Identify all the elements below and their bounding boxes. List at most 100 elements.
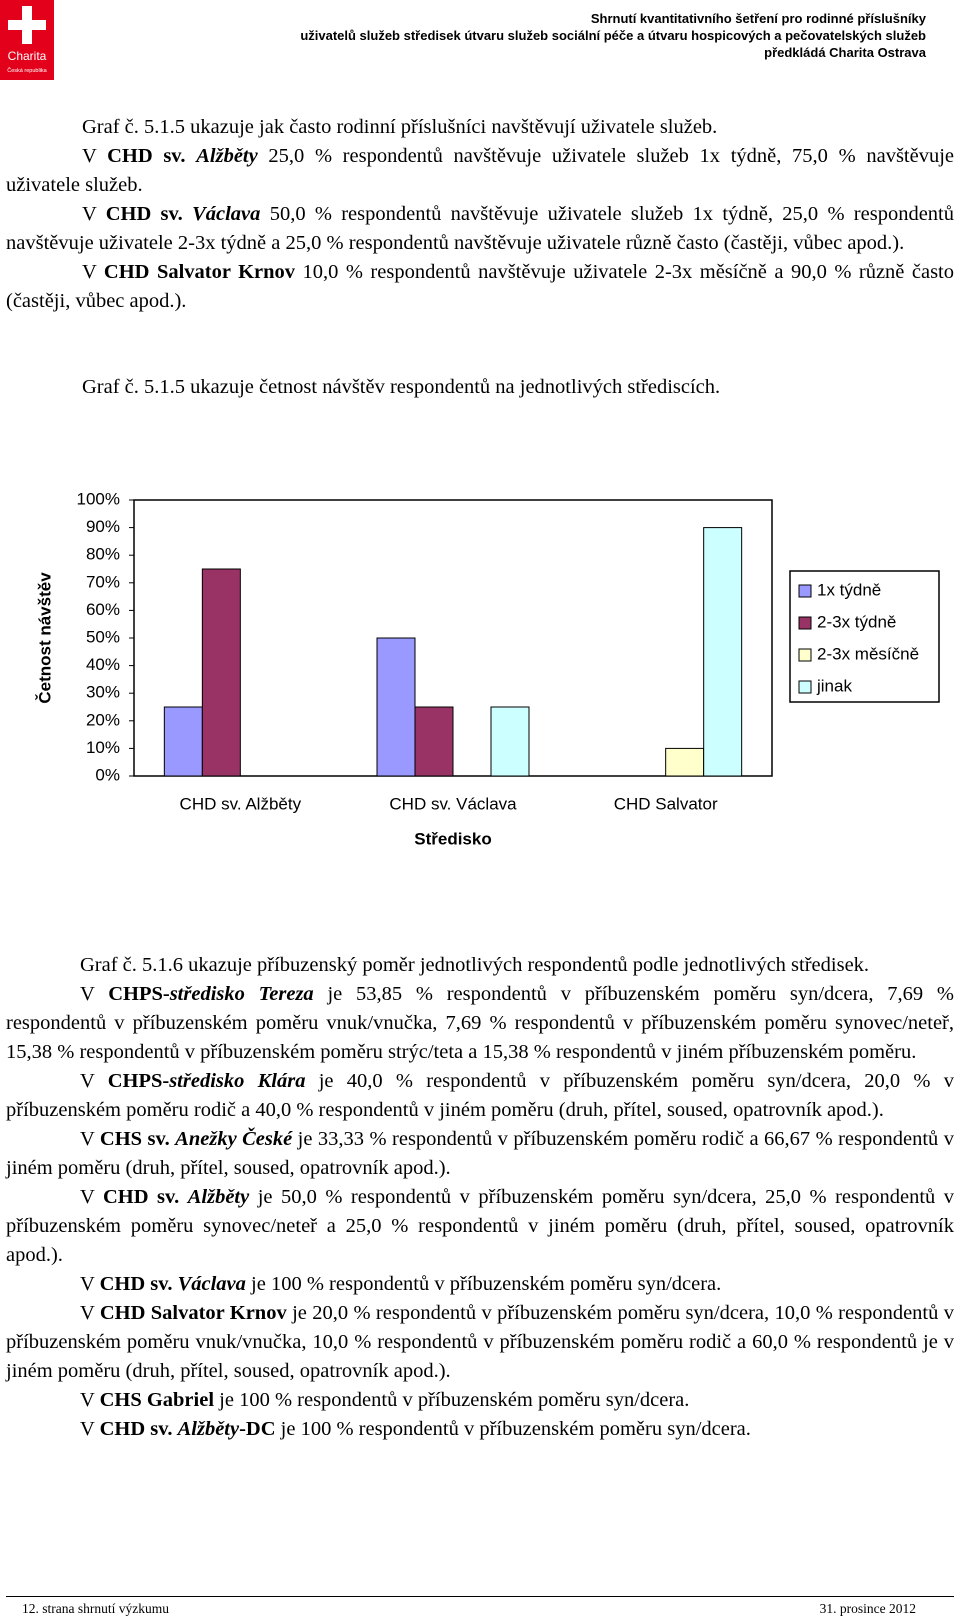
header: Shrnutí kvantitativního šetření pro rodi… — [300, 10, 926, 61]
text-run: 50,0 % respondentů navštěvuje uživatele … — [6, 203, 954, 254]
bold-run: CHD sv. — [102, 1186, 180, 1208]
text-run: 25,0 % respondentů navštěvuje uživatele … — [6, 145, 955, 196]
y-axis-title: Četnost návštěv — [35, 572, 54, 704]
text-run: je 33,33 % respondentů v příbuzenském po… — [6, 1128, 955, 1179]
legend-label: 2-3x měsíčně — [817, 644, 919, 663]
chart-caption: Graf č. 5.1.5 ukazuje četnost návštěv re… — [82, 376, 721, 398]
bold-run: CHD sv. — [99, 1273, 173, 1295]
logo: Charita Česká republika — [0, 0, 54, 80]
footer-left: 12. strana shrnutí výzkumu — [22, 1601, 169, 1616]
paragraph: V CHD sv. Václava je 100 % respondentů v… — [6, 1270, 954, 1299]
bar — [376, 637, 416, 777]
bar — [201, 568, 241, 777]
logo-title: Charita — [8, 49, 47, 63]
text-run: je 40,0 % respondentů v příbuzenském pom… — [6, 1070, 954, 1121]
section: Graf č. 5.1.5 ukazuje jak často rodinní … — [6, 113, 954, 316]
y-tick-label: 10% — [86, 738, 120, 757]
bold-italic-run: Václava — [192, 203, 261, 225]
legend-box — [789, 570, 940, 703]
text-run: V — [80, 1128, 100, 1150]
header-line: předkládá Charita Ostrava — [764, 45, 926, 60]
text-run — [179, 1186, 188, 1208]
bold-run: CHD sv. — [105, 203, 183, 225]
legend-label: 1x týdně — [817, 580, 881, 599]
paragraph: V CHD Salvator Krnov 10,0 % respondentů … — [6, 258, 954, 316]
x-tick-label: CHD sv. Alžběty — [180, 794, 302, 813]
paragraph: Graf č. 5.1.6 ukazuje příbuzenský poměr … — [6, 951, 954, 980]
text-run: je 100 % respondentů v příbuzenském pomě… — [275, 1418, 751, 1440]
bold-italic-run: Alžběty — [196, 145, 258, 167]
footer-rule — [6, 1596, 954, 1597]
paragraph: V CHD sv. Václava 50,0 % respondentů nav… — [6, 200, 954, 258]
bold-italic-run: Alžběty — [177, 1418, 240, 1440]
y-tick-label: 80% — [86, 545, 120, 564]
y-tick-label: 100% — [77, 489, 120, 508]
bold-italic-run: Anežky České — [175, 1128, 293, 1150]
paragraph: V CHD sv. Alžběty je 50,0 % respondentů … — [6, 1183, 954, 1270]
header-line: Shrnutí kvantitativního šetření pro rodi… — [590, 11, 926, 26]
bar — [665, 747, 705, 777]
legend-label: jinak — [816, 676, 852, 695]
y-tick-label: 90% — [86, 517, 120, 536]
bar — [703, 527, 743, 777]
y-tick-label: 30% — [86, 683, 120, 702]
text-run — [183, 203, 192, 225]
paragraph: Graf č. 5.1.5 ukazuje jak často rodinní … — [6, 113, 954, 142]
header-line: uživatelů služeb středisek útvaru služeb… — [300, 28, 926, 43]
chart-caption-block: Graf č. 5.1.5 ukazuje četnost návštěv re… — [6, 373, 954, 402]
bar — [414, 706, 454, 777]
text-run: 10,0 % respondentů navštěvuje uživatele … — [6, 261, 954, 312]
y-tick-label: 20% — [86, 710, 120, 729]
bold-run: CHD sv. — [99, 1418, 173, 1440]
paragraph: V CHD Salvator Krnov je 20,0 % responden… — [6, 1299, 954, 1386]
bar — [163, 706, 203, 777]
x-axis-title: Středisko — [414, 829, 491, 848]
paragraph: V CHS Gabriel je 100 % respondentů v pří… — [6, 1386, 954, 1415]
legend-swatch — [798, 680, 812, 694]
bold-run: -DC — [239, 1418, 276, 1440]
text-run: V — [80, 1273, 100, 1295]
text-run: Graf č. 5.1.6 ukazuje příbuzenský poměr … — [80, 954, 870, 976]
logo-subtitle: Česká republika — [7, 67, 47, 74]
bold-run: CHD Salvator Krnov — [99, 1302, 287, 1324]
legend-swatch — [798, 584, 812, 598]
text-run: V — [80, 1389, 100, 1411]
paragraph: V CHPS-středisko Klára je 40,0 % respond… — [6, 1067, 954, 1125]
bold-run: CHS sv. — [99, 1128, 170, 1150]
y-tick-label: 60% — [86, 600, 120, 619]
y-tick-label: 70% — [86, 572, 120, 591]
bold-italic-run: Václava — [177, 1273, 246, 1295]
y-tick-label: 40% — [86, 655, 120, 674]
text-run: je 20,0 % respondentů v příbuzenském pom… — [6, 1302, 954, 1382]
text-run: V — [80, 1186, 103, 1208]
text-run: je 53,85 % respondentů v příbuzenském po… — [6, 983, 954, 1063]
text-run — [186, 145, 197, 167]
text-run: V — [80, 1070, 108, 1092]
bold-italic-run: středisko Tereza — [169, 983, 314, 1005]
y-tick-label: 50% — [86, 627, 120, 646]
text-run: je 50,0 % respondentů v příbuzenském pom… — [6, 1186, 955, 1266]
paragraph: V CHS sv. Anežky České je 33,33 % respon… — [6, 1125, 954, 1183]
text-run: je 100 % respondentů v příbuzenském pomě… — [245, 1273, 722, 1295]
x-tick-label: CHD sv. Václava — [389, 794, 517, 813]
legend-swatch — [798, 616, 812, 630]
legend-label: 2-3x týdně — [817, 612, 896, 631]
text-run: V — [82, 261, 104, 283]
text-run: V — [80, 1418, 100, 1440]
bold-run: CHPS- — [107, 1070, 170, 1092]
paragraph: V CHPS-středisko Tereza je 53,85 % respo… — [6, 980, 954, 1067]
section: Graf č. 5.1.6 ukazuje příbuzenský poměr … — [6, 951, 954, 1444]
bold-run: CHD Salvator Krnov — [103, 261, 296, 283]
text-run: V — [80, 983, 109, 1005]
paragraph: V CHD sv. Alžběty-DC je 100 % respondent… — [6, 1415, 954, 1444]
bold-italic-run: Alžběty — [187, 1186, 250, 1208]
text-run: Graf č. 5.1.5 ukazuje jak často rodinní … — [82, 116, 718, 138]
bar — [490, 706, 530, 777]
bold-run: CHD sv. — [107, 145, 186, 167]
chart: 0% 10% 20% 30% 40% 50% 60% 70% 80% 90% 100% CHD sv.… — [35, 489, 940, 848]
paragraph: V CHD sv. Alžběty 25,0 % respondentů nav… — [6, 142, 954, 200]
bold-run: CHPS- — [108, 983, 170, 1005]
text-run: V — [82, 203, 106, 225]
footer-right: 31. prosince 2012 — [819, 1601, 916, 1616]
